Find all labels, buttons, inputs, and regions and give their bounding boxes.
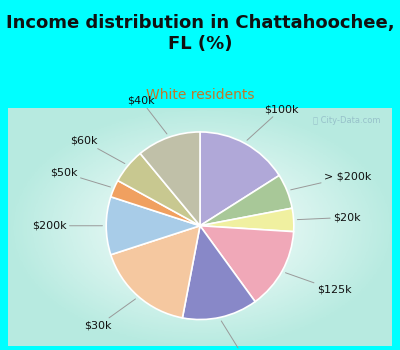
Wedge shape	[200, 175, 292, 226]
Text: $125k: $125k	[286, 273, 351, 295]
Wedge shape	[200, 226, 294, 302]
Text: ⓘ City-Data.com: ⓘ City-Data.com	[313, 116, 380, 125]
Text: $30k: $30k	[84, 299, 136, 331]
Text: $20k: $20k	[297, 212, 360, 222]
Text: $40k: $40k	[127, 96, 167, 134]
Text: $200k: $200k	[32, 221, 102, 231]
Wedge shape	[106, 197, 200, 255]
Text: $100k: $100k	[247, 104, 299, 140]
Text: > $200k: > $200k	[291, 172, 371, 190]
Wedge shape	[118, 154, 200, 226]
Wedge shape	[182, 226, 255, 320]
Wedge shape	[200, 208, 294, 232]
Text: $75k: $75k	[221, 321, 257, 350]
Wedge shape	[111, 226, 200, 318]
Text: Income distribution in Chattahoochee,
FL (%): Income distribution in Chattahoochee, FL…	[6, 14, 394, 53]
Text: $50k: $50k	[50, 168, 110, 187]
Text: $60k: $60k	[70, 136, 125, 163]
Text: White residents: White residents	[146, 88, 254, 102]
Wedge shape	[200, 132, 279, 226]
Wedge shape	[140, 132, 200, 226]
Wedge shape	[111, 181, 200, 226]
